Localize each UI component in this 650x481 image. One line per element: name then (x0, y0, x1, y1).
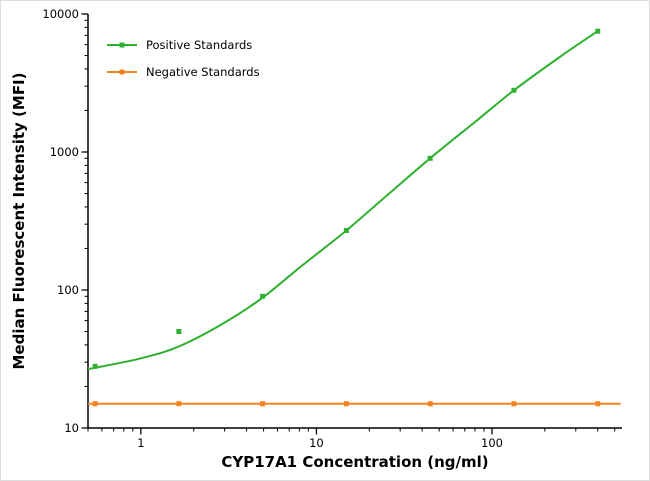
data-point-marker (92, 401, 98, 407)
y-tick-label: 10000 (42, 7, 79, 21)
data-point-marker (595, 401, 601, 407)
data-point-marker (260, 401, 266, 407)
legend-label: Positive Standards (146, 38, 252, 52)
data-point-marker (92, 363, 98, 369)
legend-label: Negative Standards (146, 65, 260, 79)
series-line (87, 30, 599, 370)
data-point-marker (260, 293, 266, 299)
data-point-marker (427, 155, 433, 161)
data-point-marker (511, 87, 517, 93)
y-axis-title: Median Fluorescent Intensity (MFI) (10, 73, 28, 370)
x-tick-label: 100 (481, 436, 503, 450)
data-point-marker (343, 401, 349, 407)
data-point-marker (427, 401, 433, 407)
y-tick-label: 1000 (50, 145, 79, 159)
y-tick-label: 100 (57, 283, 79, 297)
legend: Positive Standards Negative Standards (107, 38, 260, 79)
x-axis-title: CYP17A1 Concentration (ng/ml) (221, 453, 488, 471)
data-point-marker (176, 401, 182, 407)
series-positive-standards (87, 28, 601, 370)
series-negative-standards (88, 401, 621, 407)
axes: 1 10 100 10 100 1000 10000 (42, 7, 622, 450)
legend-marker (119, 69, 125, 75)
data-point-marker (176, 329, 182, 335)
x-tick-label: 10 (309, 436, 324, 450)
data-point-marker (511, 401, 517, 407)
data-point-marker (595, 28, 601, 34)
y-tick-label: 10 (64, 421, 79, 435)
data-point-marker (343, 227, 349, 233)
legend-marker (119, 42, 125, 48)
x-tick-label: 1 (137, 436, 144, 450)
